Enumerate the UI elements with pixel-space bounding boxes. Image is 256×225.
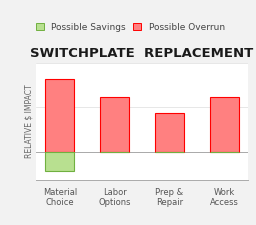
Bar — [100, 97, 129, 152]
Bar — [210, 97, 239, 152]
Bar — [46, 79, 74, 152]
Title: SWITCHPLATE  REPLACEMENT: SWITCHPLATE REPLACEMENT — [30, 47, 254, 61]
Bar — [46, 152, 74, 171]
Bar — [155, 113, 184, 152]
Y-axis label: RELATIVE $ IMPACT: RELATIVE $ IMPACT — [24, 85, 33, 158]
Legend: Possible Savings, Possible Overrun: Possible Savings, Possible Overrun — [36, 23, 225, 32]
